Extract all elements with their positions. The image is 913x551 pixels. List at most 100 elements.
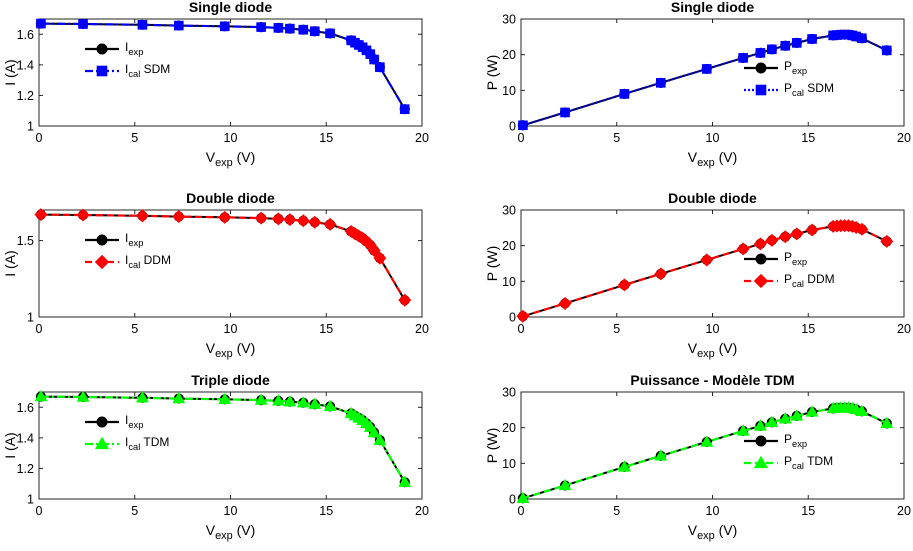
data-point xyxy=(375,62,385,72)
legend: Pexp Pcal SDM xyxy=(744,59,834,98)
x-axis-label: Vexp (V) xyxy=(206,522,256,542)
legend-marker xyxy=(755,84,767,96)
legend-marker xyxy=(96,43,108,55)
y-tick-label: 30 xyxy=(502,13,516,27)
data-point xyxy=(173,20,184,31)
x-tick-label: 0 xyxy=(518,504,525,518)
data-point xyxy=(369,54,379,65)
x-tick-label: 15 xyxy=(319,504,333,518)
y-tick-label: 1.2 xyxy=(17,462,34,476)
x-tick-label: 10 xyxy=(706,131,720,145)
data-point xyxy=(172,210,186,224)
data-point xyxy=(617,278,631,292)
data-point xyxy=(855,222,869,236)
legend: Pexp Pcal DDM xyxy=(744,250,835,289)
legend-label: Pexp xyxy=(784,250,807,267)
data-point xyxy=(308,215,322,229)
y-axis-label: P (W) xyxy=(484,246,500,282)
data-point xyxy=(296,396,310,408)
y-tick-label: 0 xyxy=(509,311,516,325)
chart-panel-2: Single diode 0 5 10 15 20 0 10 20 30 Vexp (V) P (W)… xyxy=(484,0,911,169)
data-point xyxy=(135,391,149,403)
x-axis-label: Vexp (V) xyxy=(688,340,738,360)
x-tick-label: 15 xyxy=(801,504,815,518)
data-point xyxy=(34,208,48,222)
data-point xyxy=(271,394,285,406)
legend-marker xyxy=(94,436,110,450)
data-point xyxy=(78,19,88,29)
legend-marker xyxy=(753,273,769,289)
series-tdm xyxy=(516,401,894,503)
data-point xyxy=(755,48,766,58)
legend-label: Iexp xyxy=(125,231,143,248)
data-point xyxy=(767,44,777,55)
y-axis-label: I (A) xyxy=(2,59,18,85)
data-point xyxy=(655,78,666,88)
data-point xyxy=(518,120,528,131)
data-point xyxy=(298,24,309,35)
data-point xyxy=(323,217,337,231)
data-point xyxy=(399,104,410,114)
legend-marker xyxy=(755,435,767,447)
x-tick-label: 20 xyxy=(415,504,429,518)
data-point xyxy=(218,210,232,224)
x-tick-label: 10 xyxy=(224,504,238,518)
x-axis-label: Vexp (V) xyxy=(206,149,256,169)
data-point xyxy=(790,409,804,421)
x-tick-label: 0 xyxy=(36,322,43,336)
x-tick-label: 15 xyxy=(319,131,333,145)
data-point xyxy=(172,391,186,404)
legend: Iexp Ical SDM xyxy=(85,40,170,79)
legend-label: Pexp xyxy=(784,432,807,449)
data-point xyxy=(254,393,268,405)
chart-title: Puissance - Modèle TDM xyxy=(630,372,794,388)
y-tick-label: 1.4 xyxy=(17,58,34,72)
data-point xyxy=(654,267,668,281)
data-point xyxy=(76,390,90,402)
data-point xyxy=(137,20,148,30)
y-tick-label: 10 xyxy=(502,457,516,471)
data-point xyxy=(807,34,817,44)
data-point xyxy=(780,40,791,51)
y-tick-label: 0 xyxy=(509,120,516,134)
y-tick-label: 1 xyxy=(27,493,34,507)
y-tick-label: 20 xyxy=(502,421,516,435)
series-ddm xyxy=(516,219,894,323)
x-tick-label: 5 xyxy=(613,504,620,518)
data-point xyxy=(283,213,297,227)
legend-marker xyxy=(96,65,108,77)
y-tick-label: 1 xyxy=(27,120,34,134)
data-point xyxy=(753,419,767,431)
y-tick-label: 1.6 xyxy=(17,401,34,415)
legend: Iexp Ical TDM xyxy=(85,413,169,452)
x-tick-label: 5 xyxy=(131,504,138,518)
x-tick-label: 15 xyxy=(319,322,333,336)
data-point xyxy=(367,425,381,438)
data-point xyxy=(558,478,572,491)
legend: Iexp Ical DDM xyxy=(85,231,171,270)
x-tick-label: 20 xyxy=(415,322,429,336)
x-tick-label: 10 xyxy=(706,322,720,336)
data-point xyxy=(76,208,90,222)
y-tick-label: 1.6 xyxy=(17,28,34,42)
x-axis-label: Vexp (V) xyxy=(688,522,738,542)
data-point xyxy=(700,253,714,267)
y-tick-label: 1.5 xyxy=(17,234,34,248)
y-tick-label: 1.4 xyxy=(17,431,34,445)
data-point xyxy=(367,243,381,258)
data-point xyxy=(516,491,530,503)
y-tick-label: 10 xyxy=(502,84,516,98)
plot-area-frame xyxy=(38,391,423,500)
x-tick-label: 20 xyxy=(415,131,429,145)
data-point xyxy=(880,234,894,248)
data-point xyxy=(700,435,714,447)
data-point xyxy=(308,397,322,409)
chart-panel-3: Double diode 0 5 10 15 20 1 1.5 Vexp (V) I (A) Iex… xyxy=(2,190,429,360)
data-point xyxy=(881,45,892,56)
y-tick-label: 0 xyxy=(509,493,516,507)
x-tick-label: 15 xyxy=(801,131,815,145)
x-tick-label: 0 xyxy=(36,131,43,145)
legend-label: Pcal TDM xyxy=(784,454,833,471)
x-tick-label: 10 xyxy=(224,322,238,336)
